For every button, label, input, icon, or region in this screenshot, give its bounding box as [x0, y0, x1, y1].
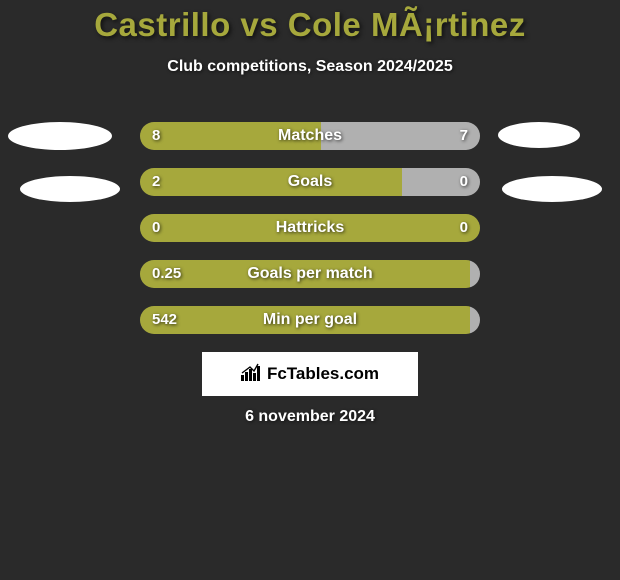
stat-bar-player1 [140, 260, 470, 288]
stat-bar-player2 [402, 168, 480, 196]
stat-bar-track [140, 306, 480, 334]
logo-text: FcTables.com [267, 364, 379, 384]
stat-bar-track [140, 122, 480, 150]
stat-bar-track [140, 260, 480, 288]
stat-bar-player1 [140, 122, 321, 150]
stat-row: Matches87 [0, 122, 620, 150]
stat-bar-player1 [140, 168, 402, 196]
fctables-logo: FcTables.com [202, 352, 418, 396]
stat-bar-track [140, 168, 480, 196]
stat-row: Goals per match0.25 [0, 260, 620, 288]
stat-row: Goals20 [0, 168, 620, 196]
subtitle: Club competitions, Season 2024/2025 [0, 58, 620, 76]
comparison-infographic: Castrillo vs Cole MÃ¡rtinez Club competi… [0, 0, 620, 580]
stat-bar-player1 [140, 214, 480, 242]
stat-row: Hattricks00 [0, 214, 620, 242]
page-title: Castrillo vs Cole MÃ¡rtinez [0, 0, 620, 44]
stats-area: Matches87 Goals20 Hattricks00 Goals per mat… [0, 122, 620, 352]
stat-bar-track [140, 214, 480, 242]
stat-bar-player2 [321, 122, 480, 150]
stat-bar-player2 [470, 260, 480, 288]
stat-bar-player2 [470, 306, 480, 334]
stat-row: Min per goal542 [0, 306, 620, 334]
bar-chart-icon [241, 363, 263, 386]
stat-bar-player1 [140, 306, 470, 334]
date-label: 6 november 2024 [0, 408, 620, 426]
